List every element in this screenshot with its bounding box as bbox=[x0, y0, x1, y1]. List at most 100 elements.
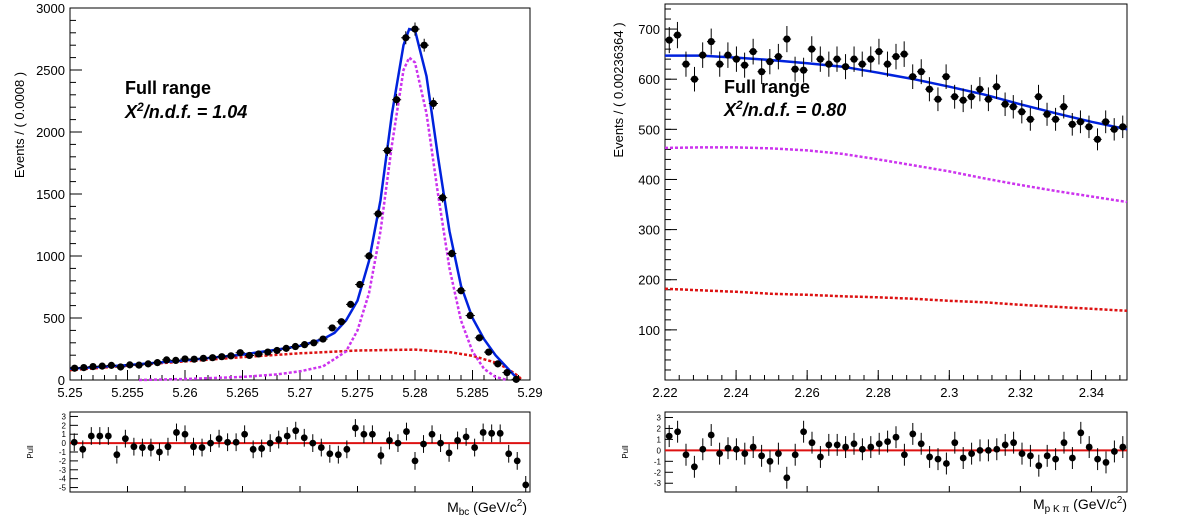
mbc-pull-point bbox=[156, 443, 163, 461]
mpkpi-data-point bbox=[665, 27, 674, 54]
mpkpi-pull-point bbox=[817, 445, 824, 468]
mpkpi-data-marker bbox=[690, 75, 699, 83]
mbc-data-marker bbox=[181, 355, 189, 363]
mpkpi-data-point bbox=[1118, 115, 1127, 139]
mbc-data-marker bbox=[310, 339, 318, 347]
mpkpi-pull-marker bbox=[1094, 455, 1101, 463]
mpkpi-data-point bbox=[774, 43, 783, 70]
mbc-pull-point bbox=[249, 440, 257, 459]
mpkpi-chi2-label: X2/n.d.f. = 0.80 bbox=[723, 98, 846, 120]
mbc-pull-point bbox=[462, 428, 470, 446]
mbc-pull-marker bbox=[249, 445, 257, 453]
mbc-pull-marker bbox=[258, 445, 266, 452]
mpkpi-pull-point bbox=[791, 443, 799, 466]
mpkpi-pull-marker bbox=[783, 474, 791, 482]
mbc-pull-point bbox=[113, 445, 121, 464]
mbc-pull-marker bbox=[147, 444, 155, 451]
mpkpi-pull-point bbox=[1035, 454, 1043, 477]
mpkpi-pull-marker bbox=[1060, 439, 1068, 447]
mpkpi-pull-marker bbox=[699, 445, 707, 453]
mpkpi-pull-points bbox=[665, 420, 1127, 489]
mpkpi-data-point bbox=[1101, 110, 1110, 134]
mbc-pull-marker bbox=[130, 443, 138, 451]
mbc-data-point bbox=[171, 356, 181, 365]
mpkpi-xtick-label: 2.3 bbox=[940, 385, 958, 400]
mpkpi-pull-marker bbox=[825, 441, 833, 449]
mpkpi-pull-marker bbox=[1035, 462, 1043, 470]
mpkpi-x-title-main: M bbox=[1033, 496, 1045, 512]
mpkpi-data-point bbox=[849, 46, 859, 72]
mpkpi-data-marker bbox=[1034, 93, 1043, 101]
mbc-pull-point bbox=[445, 444, 453, 462]
mpkpi-xtick-label: 2.28 bbox=[866, 385, 891, 400]
mbc-data-point bbox=[180, 355, 190, 363]
mbc-data-point bbox=[290, 342, 300, 351]
mbc-data-point bbox=[244, 351, 254, 360]
mbc-data-marker bbox=[255, 350, 263, 358]
mbc-x-tick-labels: 5.25 5.255 5.26 5.265 5.27 5.275 5.28 5.285 5.29 bbox=[57, 385, 542, 400]
mpkpi-pull-marker bbox=[926, 453, 933, 461]
mbc-ytick-label: 2500 bbox=[36, 63, 65, 78]
mpkpi-data-marker bbox=[951, 93, 959, 101]
mbc-pull-marker bbox=[334, 451, 342, 459]
mpkpi-pull-marker bbox=[875, 440, 883, 448]
mbc-ytick-label: 1500 bbox=[36, 187, 65, 202]
mbc-pull-marker bbox=[479, 429, 487, 436]
mpkpi-data-marker bbox=[883, 60, 892, 68]
mpkpi-pull-point bbox=[850, 432, 858, 455]
mbc-pull-ytick-label: 1 bbox=[62, 430, 67, 439]
mpkpi-data-point bbox=[1059, 95, 1068, 119]
mpkpi-pull-marker bbox=[943, 460, 950, 467]
mbc-plot-frame bbox=[69, 7, 531, 381]
mpkpi-data-marker bbox=[875, 48, 883, 56]
mpkpi-data-point bbox=[698, 42, 707, 68]
mpkpi-pull-y-title: Pull bbox=[621, 445, 630, 459]
mbc-pull-marker bbox=[360, 430, 368, 438]
mpkpi-pull-marker bbox=[766, 457, 774, 465]
mbc-pull-point bbox=[241, 425, 249, 444]
mpkpi-data-marker bbox=[707, 38, 715, 46]
mpkpi-data-point bbox=[824, 51, 834, 77]
mbc-pull-marker bbox=[121, 435, 129, 443]
mbc-pull-marker bbox=[326, 450, 334, 458]
mpkpi-data-marker bbox=[1102, 118, 1110, 126]
mbc-pull-marker bbox=[139, 444, 146, 451]
mpkpi-y-tick-labels: 100 200 300 400 500 600 700 bbox=[638, 22, 660, 338]
mbc-pull-point bbox=[190, 437, 197, 456]
mpkpi-pull-point bbox=[976, 439, 984, 462]
mbc-data-points bbox=[70, 22, 521, 383]
mbc-data-point bbox=[226, 352, 236, 360]
mpkpi-data-point bbox=[933, 87, 943, 112]
mpkpi-data-points bbox=[665, 21, 1127, 151]
mbc-data-point bbox=[125, 361, 135, 369]
mbc-pull-point bbox=[454, 431, 461, 450]
mbc-pull-point bbox=[428, 425, 436, 444]
mbc-data-point bbox=[428, 97, 438, 110]
mbc-pull-point bbox=[198, 438, 206, 457]
mpkpi-pull-marker bbox=[800, 428, 807, 436]
mpkpi-data-point bbox=[883, 51, 892, 77]
mbc-ytick-label: 2000 bbox=[36, 125, 65, 140]
mpkpi-pull-marker bbox=[808, 439, 816, 447]
mbc-data-marker bbox=[365, 252, 373, 260]
mpkpi-data-marker bbox=[741, 61, 749, 69]
mpkpi-x-title-close: ) bbox=[1122, 496, 1127, 512]
mbc-pull-marker bbox=[190, 443, 197, 451]
mpkpi-pull-point bbox=[724, 437, 732, 460]
mbc-signal-fit-line bbox=[138, 55, 508, 382]
mpkpi-pull-point bbox=[1001, 433, 1009, 456]
mpkpi-data-marker bbox=[791, 65, 799, 73]
mbc-pull-point bbox=[377, 446, 385, 465]
mpkpi-x-title-units: (GeV/c bbox=[1069, 496, 1116, 512]
mbc-xtick-label: 5.285 bbox=[456, 385, 489, 400]
mbc-pull-marker bbox=[292, 427, 300, 435]
mpkpi-pull-marker bbox=[934, 455, 942, 463]
mbc-data-marker bbox=[126, 361, 134, 369]
mpkpi-pull-marker bbox=[917, 440, 925, 448]
mpkpi-data-point bbox=[941, 64, 951, 90]
mbc-pull-ytick-label: -3 bbox=[59, 466, 67, 475]
mbc-pull-marker bbox=[181, 430, 189, 438]
mpkpi-data-marker bbox=[1068, 120, 1076, 128]
mpkpi-data-marker bbox=[942, 73, 950, 81]
